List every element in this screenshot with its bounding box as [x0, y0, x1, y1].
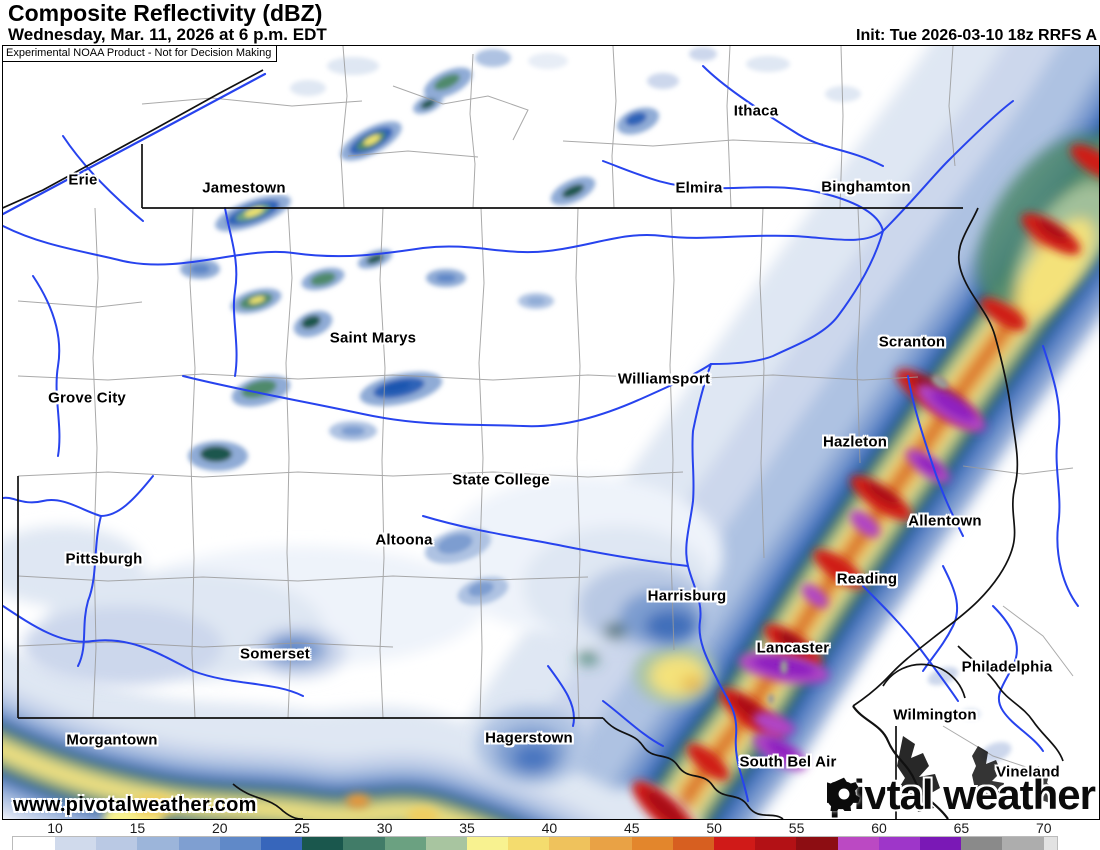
city-label: Jamestown	[202, 179, 286, 197]
colorbar-segment	[178, 837, 220, 850]
colorbar-tick-label: 55	[788, 820, 805, 836]
colorbar-segment	[96, 837, 138, 850]
colorbar-segments	[12, 836, 1058, 850]
colorbar-tick-label: 30	[376, 820, 393, 836]
colorbar-segment	[302, 837, 344, 850]
colorbar-segment	[961, 837, 1003, 850]
radar-gray-cores	[768, 375, 948, 704]
city-label: Grove City	[48, 389, 126, 407]
colorbar-segment	[631, 837, 673, 850]
county-lines	[17, 46, 1074, 777]
colorbar-tick-label: 50	[706, 820, 722, 836]
colorbar-segment	[508, 837, 550, 850]
logo-text-right: tal weather	[886, 771, 1096, 818]
colorbar-tick-label: 35	[459, 820, 475, 836]
colorbar-segment	[1043, 837, 1057, 850]
colorbar-segment	[219, 837, 261, 850]
colorbar-tick-label: 40	[541, 820, 558, 836]
colorbar-segment	[590, 837, 632, 850]
state-borders	[3, 69, 1064, 819]
colorbar-segment	[1002, 837, 1044, 850]
city-label: Wilmington	[893, 706, 977, 724]
pivotal-weather-logo[interactable]: piv tal weather	[826, 771, 1096, 819]
colorbar-segment	[425, 837, 467, 850]
city-label: Harrisburg	[647, 587, 727, 605]
radar-southern-band-cores	[103, 794, 439, 819]
city-label: Pittsburgh	[65, 550, 143, 568]
disclaimer-box: Experimental NOAA Product - Not for Deci…	[3, 46, 278, 62]
bay-water-shapes	[897, 736, 1056, 812]
colorbar-tick-label: 15	[129, 820, 146, 836]
city-label: Hazleton	[822, 433, 888, 451]
city-label: Binghamton	[821, 178, 911, 196]
colorbar-segment	[796, 837, 838, 850]
city-label: Reading	[836, 570, 898, 588]
radar-misc-patches	[3, 476, 723, 786]
colorbar-tick-label: 60	[871, 820, 887, 836]
colorbar-tick-label: 70	[1036, 820, 1052, 836]
colorbar-tick-label: 65	[953, 820, 970, 836]
colorbar-segment	[714, 837, 756, 850]
colorbar-segment	[878, 837, 920, 850]
city-label: South Bel Air	[739, 753, 837, 771]
colorbar-segment	[919, 837, 962, 850]
colorbar-segment	[837, 837, 879, 850]
watermark-link[interactable]: www.pivotalweather.com	[13, 794, 257, 816]
city-label: Altoona	[375, 531, 433, 549]
colorbar-tick-label: 20	[212, 820, 228, 836]
city-label: Vineland	[996, 763, 1060, 781]
city-label: Allentown	[908, 512, 982, 530]
colorbar-segment	[672, 837, 714, 850]
colorbar-segment	[137, 837, 179, 850]
city-label: Saint Marys	[329, 329, 417, 347]
map-area: Experimental NOAA Product - Not for Deci…	[2, 45, 1100, 820]
city-label: State College	[452, 471, 550, 489]
colorbar-segment	[755, 837, 797, 850]
radar-scattered-cells	[180, 47, 1012, 763]
city-label: Morgantown	[66, 731, 158, 749]
city-label: Scranton	[878, 333, 946, 351]
colorbar-tick-label: 25	[294, 820, 310, 836]
city-label: Williamsport	[617, 370, 711, 388]
colorbar-ticks: 10 15 20 25 30 35 40 45 50 55 60 65 70	[13, 820, 1057, 836]
colorbar-segment	[13, 837, 55, 850]
city-label: Philadelphia	[961, 658, 1053, 676]
colorbar-segment	[260, 837, 303, 850]
colorbar-tick-label: 45	[624, 820, 640, 836]
city-label: Ithaca	[733, 102, 779, 120]
page-title: Composite Reflectivity (dBZ)	[8, 0, 323, 26]
colorbar-segment	[466, 837, 509, 850]
gear-icon	[826, 777, 860, 811]
colorbar-segment	[384, 837, 426, 850]
rivers	[3, 65, 1079, 802]
valid-time-label: Wednesday, Mar. 11, 2026 at 6 p.m. EDT	[8, 25, 327, 44]
radar-map-svg	[3, 46, 1099, 819]
city-label: Hagerstown	[485, 729, 573, 747]
init-time-label: Init: Tue 2026-03-10 18z RRFS A	[856, 27, 1097, 44]
city-label: Erie	[68, 171, 98, 189]
city-label: Elmira	[675, 179, 723, 197]
colorbar-segment	[343, 837, 385, 850]
city-label: Lancaster	[756, 639, 830, 657]
colorbar: 10 15 20 25 30 35 40 45 50 55 60 65 70	[12, 820, 1058, 850]
city-label: Somerset	[240, 645, 310, 663]
colorbar-tick-label: 10	[47, 820, 63, 836]
colorbar-segment	[549, 837, 591, 850]
colorbar-segment	[55, 837, 97, 850]
